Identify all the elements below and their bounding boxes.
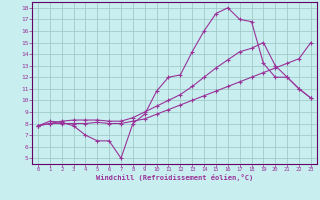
X-axis label: Windchill (Refroidissement éolien,°C): Windchill (Refroidissement éolien,°C) <box>96 174 253 181</box>
